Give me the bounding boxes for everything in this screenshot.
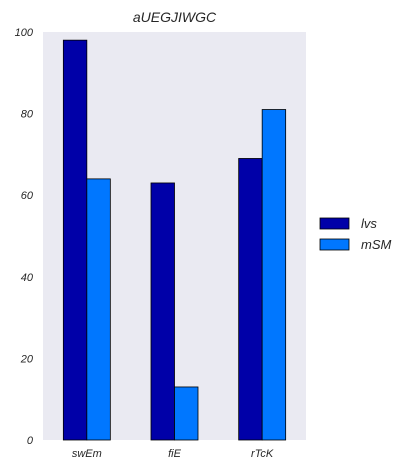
chart-title: aUEGJIWGC bbox=[133, 9, 217, 25]
y-tick-label: 40 bbox=[21, 272, 34, 284]
bar-mSM-swEm bbox=[86, 178, 111, 441]
y-tick-label: 60 bbox=[21, 190, 34, 202]
y-tick-label: 80 bbox=[21, 109, 34, 121]
legend: lvs mSM bbox=[319, 216, 392, 252]
legend-label-mSM: mSM bbox=[361, 237, 392, 252]
bar-mSM-rTcK bbox=[261, 109, 287, 441]
y-tick-label: 0 bbox=[27, 435, 34, 447]
y-tick-label: 20 bbox=[20, 353, 34, 365]
x-tick-label: swEm bbox=[72, 448, 102, 460]
y-tick-label: 100 bbox=[15, 27, 34, 39]
bar-lvs-rTcK bbox=[238, 158, 263, 441]
bar-lvs-swEm bbox=[62, 39, 88, 441]
y-axis: 0 20 40 60 80 100 bbox=[15, 27, 34, 447]
bar-lvs-fiE bbox=[150, 182, 175, 441]
bar-group bbox=[62, 39, 287, 441]
x-tick-label: rTcK bbox=[251, 448, 274, 460]
x-tick-label: fiE bbox=[168, 448, 182, 460]
legend-swatch-mSM bbox=[319, 238, 350, 251]
x-axis: swEm fiE rTcK bbox=[72, 448, 274, 460]
bar-mSM-fiE bbox=[174, 386, 199, 441]
legend-swatch-lvs bbox=[319, 217, 350, 230]
legend-label-lvs: lvs bbox=[361, 216, 377, 231]
